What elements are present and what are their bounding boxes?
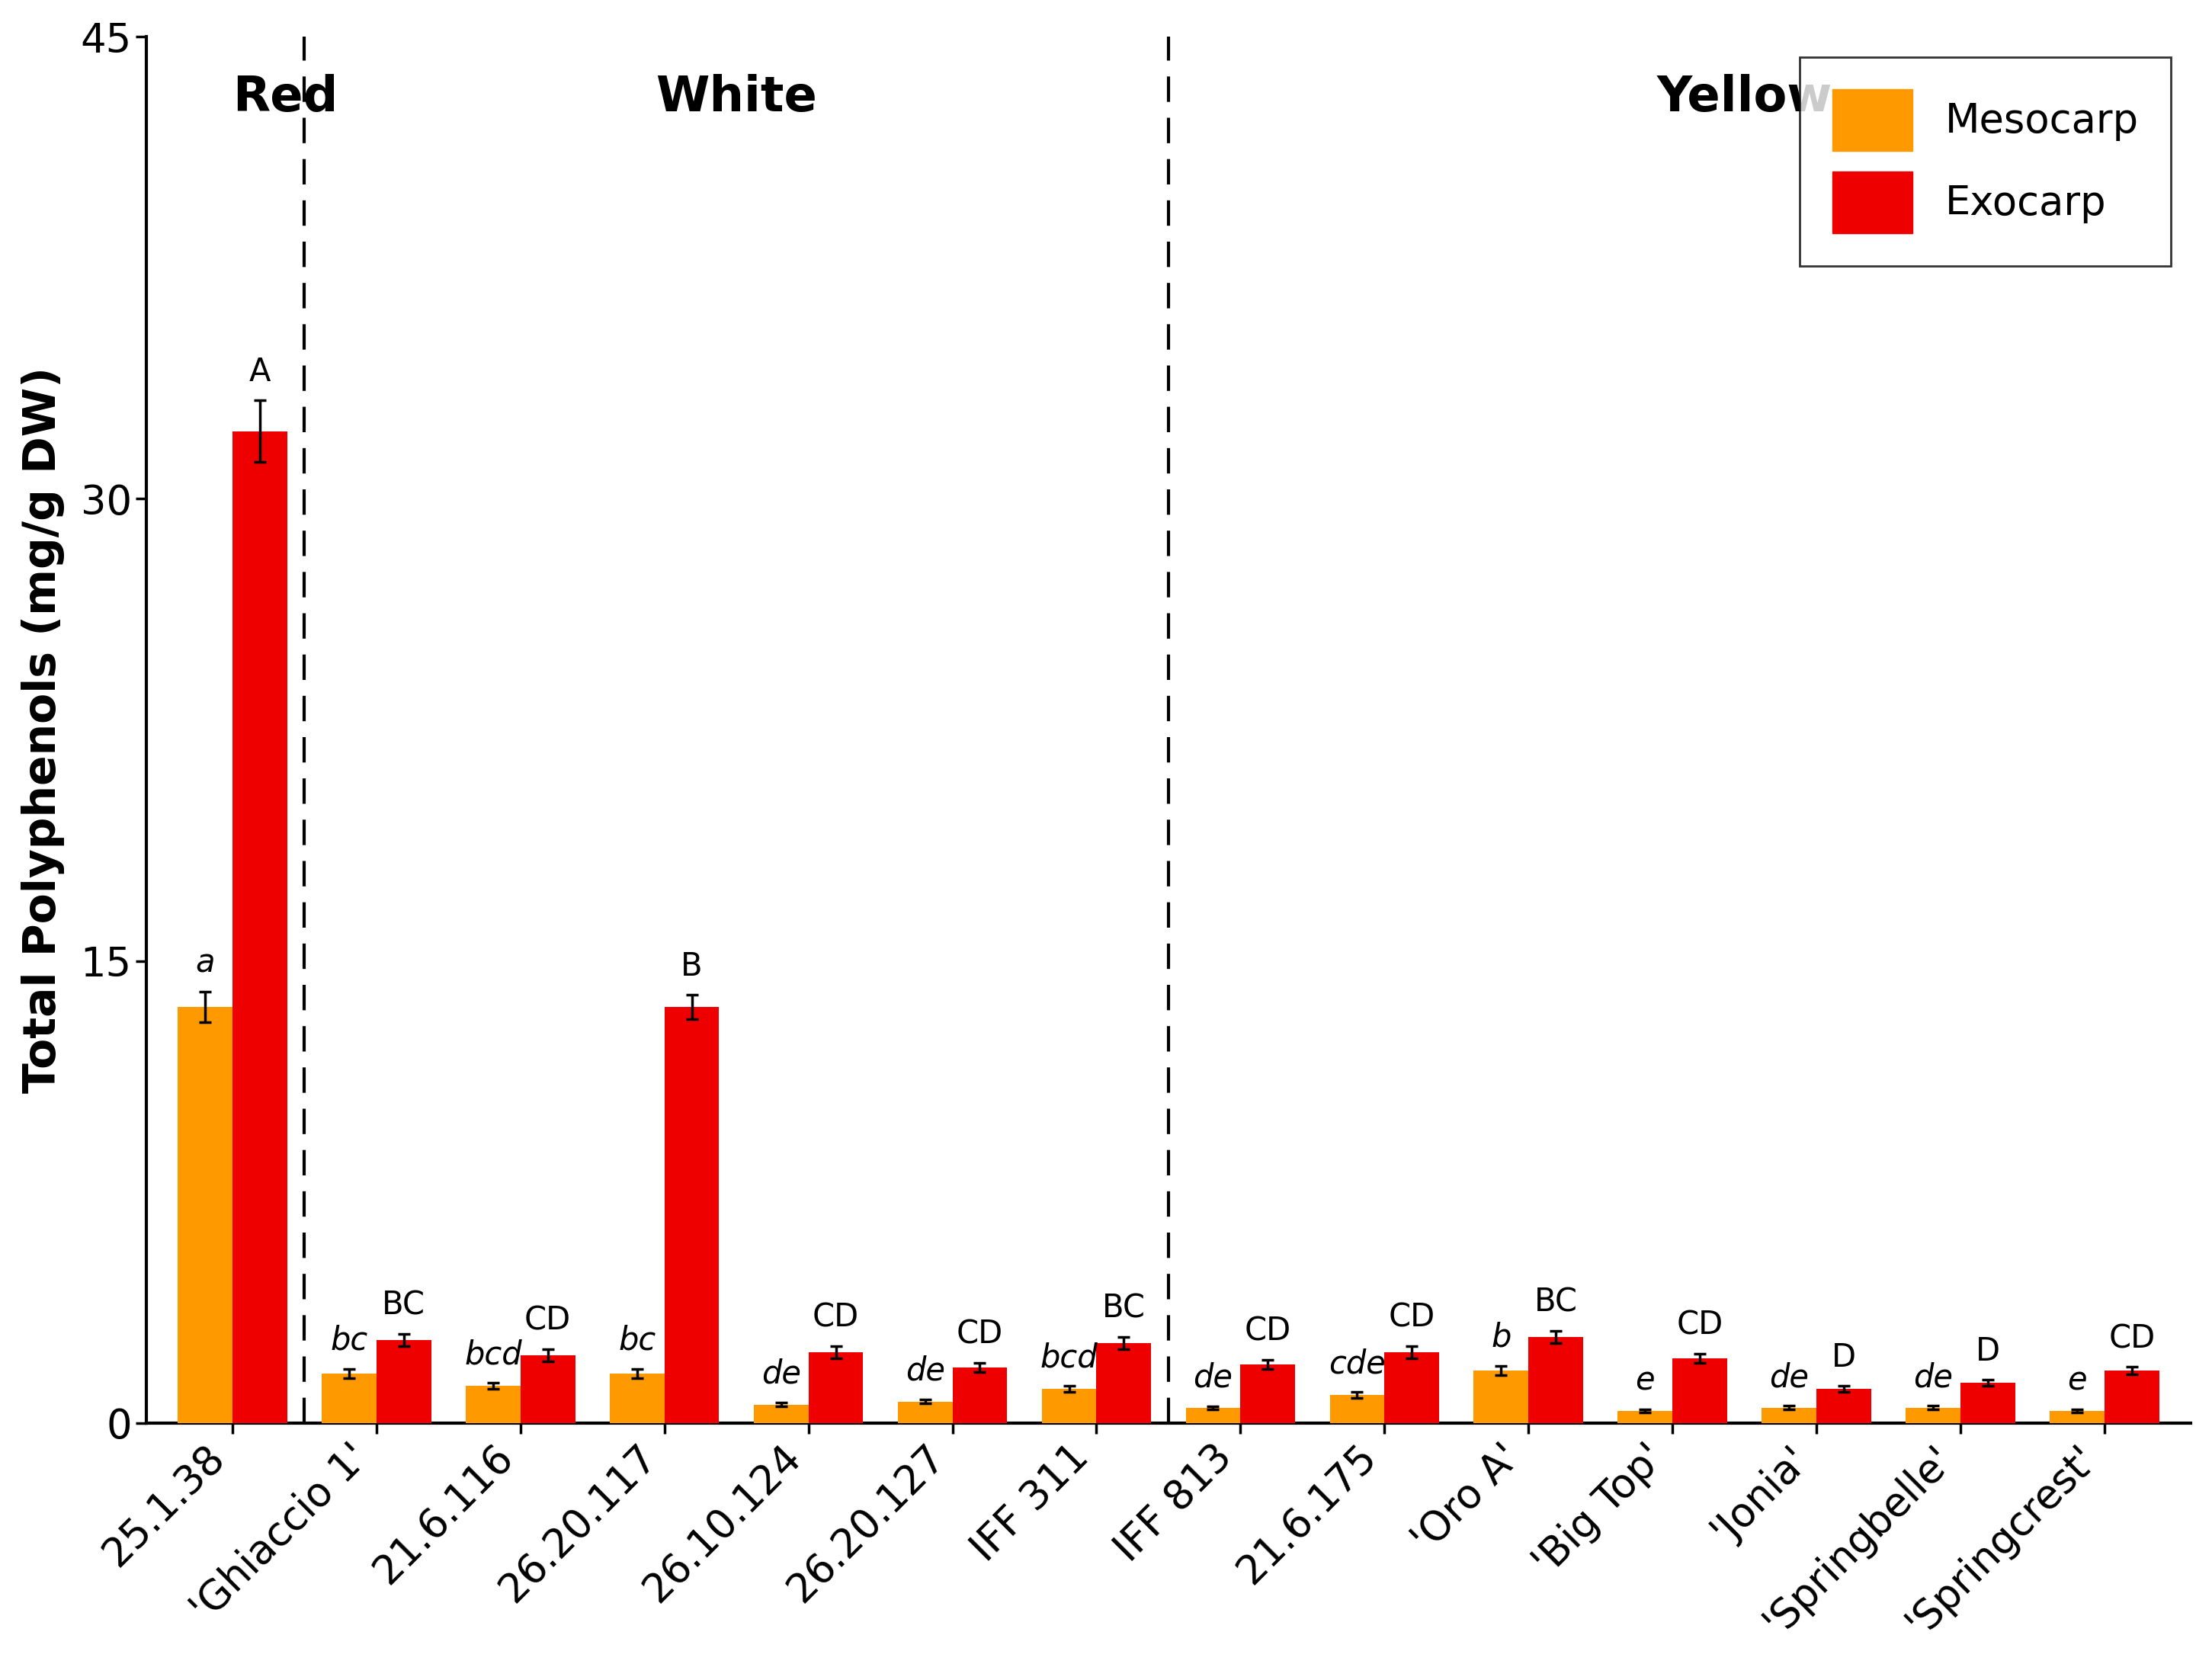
Bar [1907,1408,1960,1423]
Text: A: A [250,356,270,388]
Bar [321,1374,376,1423]
Text: e: e [2068,1364,2086,1396]
Bar [177,1007,232,1423]
Bar [2051,1411,2104,1423]
Bar [664,1007,719,1423]
Bar [1672,1358,1728,1423]
Bar [1816,1389,1871,1423]
Text: Red: Red [232,73,338,121]
Text: CD: CD [956,1318,1004,1351]
Text: a: a [195,947,215,980]
Text: BC: BC [1102,1293,1146,1325]
Text: White: White [655,73,816,121]
Text: CD: CD [1677,1310,1723,1341]
Text: CD: CD [1389,1301,1436,1333]
Text: cde: cde [1329,1348,1385,1379]
Text: de: de [905,1354,945,1386]
Bar [1186,1408,1241,1423]
Text: bcd: bcd [1040,1341,1097,1374]
Bar [807,1353,863,1423]
Bar [953,1368,1006,1423]
Text: bc: bc [330,1325,367,1356]
Text: Yellow: Yellow [1657,73,1832,121]
Bar [611,1374,664,1423]
Legend: Mesocarp, Exocarp: Mesocarp, Exocarp [1801,57,2170,266]
Text: D: D [1975,1336,2000,1368]
Text: D: D [1832,1341,1856,1374]
Text: BC: BC [1535,1286,1577,1318]
Bar [754,1404,807,1423]
Bar [1960,1383,2015,1423]
Text: B: B [681,950,703,982]
Bar [2104,1371,2159,1423]
Bar [520,1354,575,1423]
Bar [1241,1364,1296,1423]
Text: bcd: bcd [465,1338,522,1371]
Bar [1528,1336,1584,1423]
Text: de: de [1913,1361,1953,1393]
Bar [1617,1411,1672,1423]
Text: de: de [1770,1361,1809,1393]
Bar [1385,1353,1440,1423]
Bar [1097,1343,1150,1423]
Text: CD: CD [812,1301,858,1333]
Bar [467,1386,520,1423]
Bar [1473,1371,1528,1423]
Text: BC: BC [383,1290,425,1321]
Text: de: de [1192,1361,1232,1394]
Text: b: b [1491,1321,1511,1354]
Bar [1042,1389,1097,1423]
Text: bc: bc [619,1325,655,1356]
Y-axis label: Total Polyphenols (mg/g DW): Total Polyphenols (mg/g DW) [22,366,64,1093]
Bar [1761,1408,1816,1423]
Text: CD: CD [2108,1323,2154,1354]
Bar [376,1340,431,1423]
Text: CD: CD [524,1305,571,1336]
Bar [232,431,288,1423]
Bar [1329,1394,1385,1423]
Text: de: de [761,1358,801,1389]
Text: e: e [1635,1364,1655,1396]
Bar [898,1401,953,1423]
Text: CD: CD [1245,1316,1292,1348]
